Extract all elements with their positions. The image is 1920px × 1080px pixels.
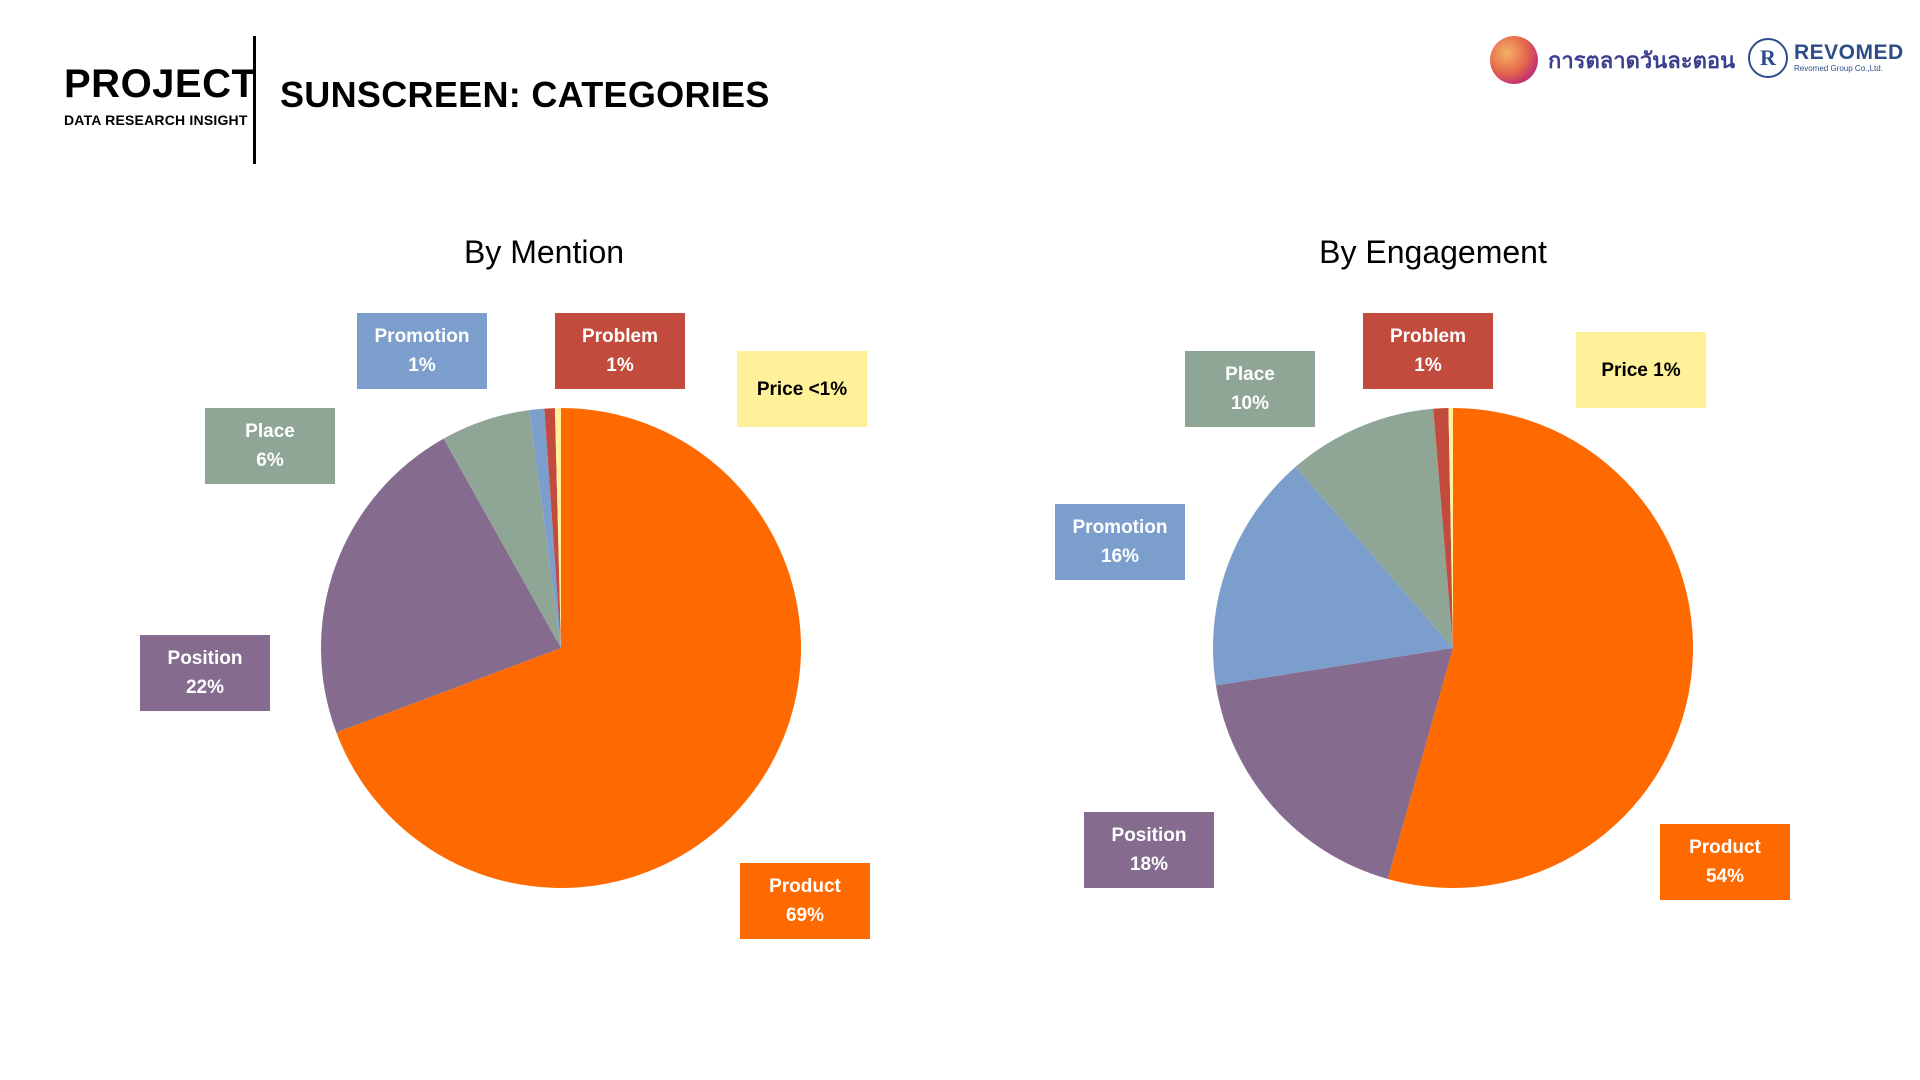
data-label-value: 1% [606, 355, 634, 376]
data-label-name: Promotion [1072, 517, 1168, 538]
market-logo-icon [1490, 36, 1538, 84]
data-label-value: 54% [1705, 866, 1745, 887]
data-label-product: Product 54% [1660, 824, 1790, 900]
pie-slice-product [1387, 408, 1693, 888]
pie-slice-problem [1433, 408, 1453, 648]
data-label-value: 10% [1230, 393, 1270, 414]
pie-chart-mention [321, 408, 802, 888]
data-label-name: Product [769, 876, 841, 897]
data-label-name: Position [167, 648, 243, 669]
data-label-price: Price <1% [737, 351, 867, 427]
market-logo-text: การตลาดวันละตอน [1548, 47, 1736, 73]
pie-chart-engagement [1213, 408, 1693, 888]
pie-slice-position [321, 438, 561, 733]
revomed-logo: R REVOMED Revomed Group Co.,Ltd. [1748, 38, 1904, 78]
data-label-value: 69% [785, 905, 825, 926]
data-label-name: Promotion [374, 326, 470, 347]
revomed-logo-subtitle: Revomed Group Co.,Ltd. [1794, 64, 1883, 73]
pie-slice-promotion [1213, 466, 1453, 686]
brand-subtitle: DATA RESEARCH INSIGHT [64, 112, 248, 128]
data-label-product: Product 69% [740, 863, 870, 939]
chart-title-mention: By Mention [463, 234, 625, 270]
data-label-value: 22% [185, 677, 225, 698]
data-label-name: Price 1% [1601, 359, 1681, 381]
data-label-position: Position 18% [1084, 812, 1214, 888]
pie-slice-place [1295, 408, 1453, 648]
data-label-price: Price 1% [1576, 332, 1706, 408]
data-label-name: Price <1% [756, 378, 848, 400]
data-label-value: 16% [1100, 546, 1140, 567]
pie-slice-product [336, 408, 802, 888]
data-label-name: Place [1225, 364, 1275, 385]
data-label-promotion: Promotion 1% [357, 313, 487, 389]
data-label-place: Place 10% [1185, 351, 1315, 427]
revomed-logo-icon: R [1748, 38, 1788, 78]
data-label-value: 1% [1414, 355, 1442, 376]
data-label-value: 1% [408, 355, 436, 376]
pie-slice-promotion [529, 408, 561, 648]
pie-slice-position [1215, 648, 1453, 879]
data-label-place: Place 6% [205, 408, 335, 484]
brand-block: PROJECT DATA RESEARCH INSIGHT [64, 62, 256, 128]
data-label-problem: Problem 1% [555, 313, 685, 389]
pie-slice-price [1448, 408, 1453, 648]
pie-slice-problem [544, 408, 561, 648]
chart-title-engagement: By Engagement [1319, 234, 1547, 270]
data-label-name: Problem [1389, 326, 1467, 347]
page-title: SUNSCREEN: CATEGORIES [280, 74, 770, 115]
data-label-problem: Problem 1% [1363, 313, 1493, 389]
data-label-value: 18% [1129, 854, 1169, 875]
revomed-logo-name: REVOMED [1794, 41, 1904, 64]
pie-slice-price [554, 408, 561, 648]
data-label-name: Place [245, 421, 295, 442]
data-label-name: Product [1689, 837, 1761, 858]
data-label-name: Position [1111, 825, 1187, 846]
header-divider [253, 36, 256, 164]
pie-slice-place [443, 410, 561, 648]
market-logo: การตลาดวันละตอน [1490, 36, 1735, 84]
brand-title: PROJECT [64, 62, 257, 106]
data-label-value: 6% [256, 450, 284, 471]
data-label-name: Problem [581, 326, 659, 347]
data-label-promotion: Promotion 16% [1055, 504, 1185, 580]
data-label-position: Position 22% [140, 635, 270, 711]
